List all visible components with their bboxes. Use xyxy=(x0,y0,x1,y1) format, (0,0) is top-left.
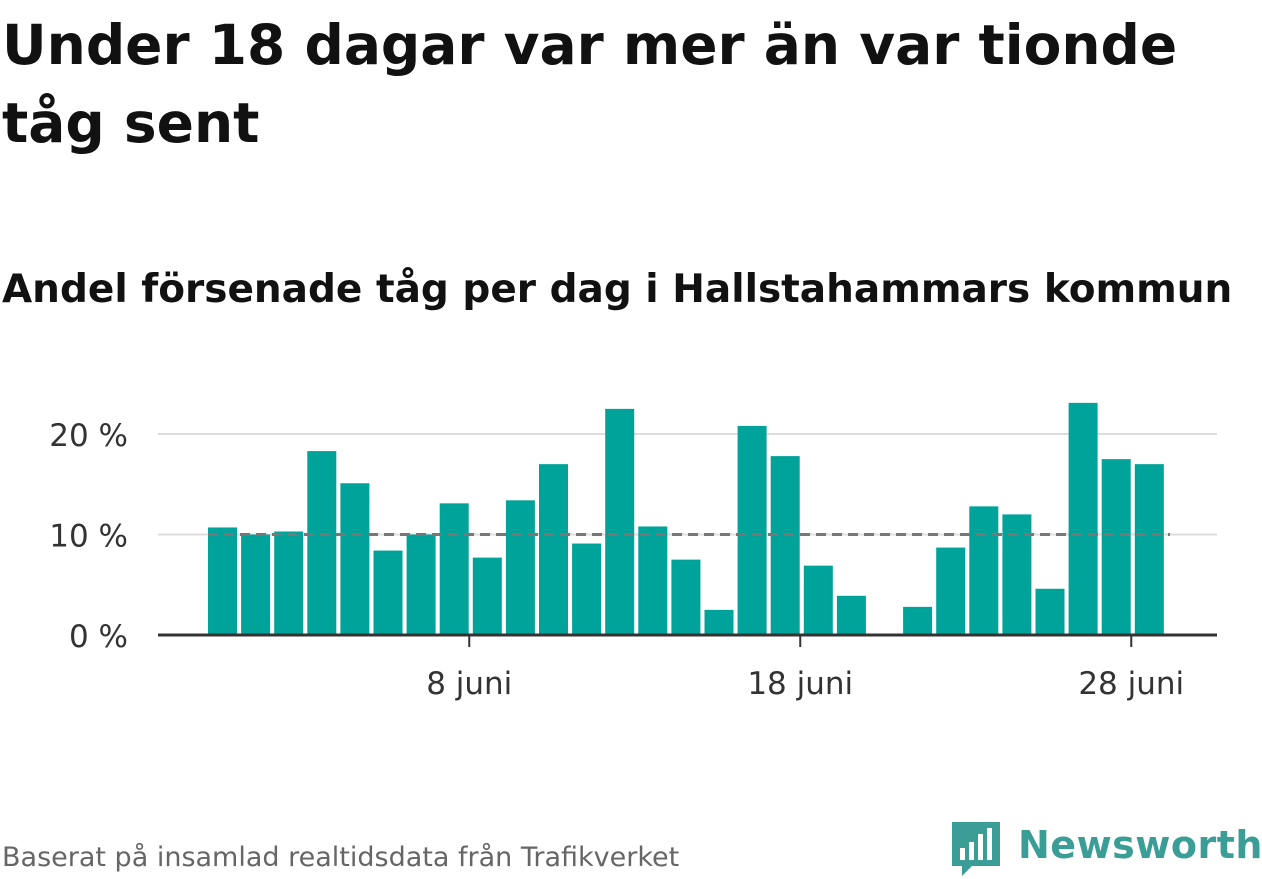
y-tick-label: 10 % xyxy=(49,519,128,555)
bar xyxy=(439,503,469,635)
bar xyxy=(406,534,436,635)
axes: 0 % 10 % 20 % 8 juni 18 juni 28 juni xyxy=(49,418,1217,702)
chart-title: Under 18 dagar var mer än var tionde tåg… xyxy=(2,13,1178,155)
bar xyxy=(505,500,535,635)
bar xyxy=(373,550,403,635)
bar xyxy=(1134,464,1164,635)
bar xyxy=(936,547,966,635)
bar xyxy=(1101,459,1131,635)
bar xyxy=(836,595,866,635)
x-tick-label: 18 juni xyxy=(747,666,853,702)
bar xyxy=(1002,514,1032,635)
bar xyxy=(671,559,701,635)
bar xyxy=(472,557,502,635)
bar xyxy=(1035,588,1065,635)
bar xyxy=(704,609,734,635)
bars xyxy=(208,402,1164,635)
bar xyxy=(737,425,767,635)
x-tick-label: 8 juni xyxy=(426,666,512,702)
bar xyxy=(1068,402,1098,635)
bar xyxy=(605,408,635,635)
y-tick-label: 0 % xyxy=(69,619,128,655)
bar xyxy=(638,526,668,635)
bar xyxy=(307,451,337,635)
source-note: Baserat på insamlad realtidsdata från Tr… xyxy=(2,842,680,873)
x-tick-label: 28 juni xyxy=(1078,666,1184,702)
newsworthy-logo: Newsworthy xyxy=(950,820,1262,878)
bar xyxy=(903,606,933,635)
bar xyxy=(208,527,237,635)
bar xyxy=(539,464,568,635)
bar xyxy=(969,506,999,635)
bar-chart: 0 % 10 % 20 % 8 juni 18 juni 28 juni xyxy=(49,402,1217,702)
bar xyxy=(340,483,370,635)
bar xyxy=(770,456,800,635)
bar xyxy=(274,531,304,635)
chart-subtitle: Andel försenade tåg per dag i Hallstaham… xyxy=(2,267,1233,312)
bar xyxy=(572,543,602,635)
chart-logo-icon xyxy=(952,822,1000,876)
bar xyxy=(803,565,833,635)
brand-name: Newsworthy xyxy=(1018,823,1262,867)
bar xyxy=(241,534,271,635)
y-tick-label: 20 % xyxy=(49,418,128,454)
